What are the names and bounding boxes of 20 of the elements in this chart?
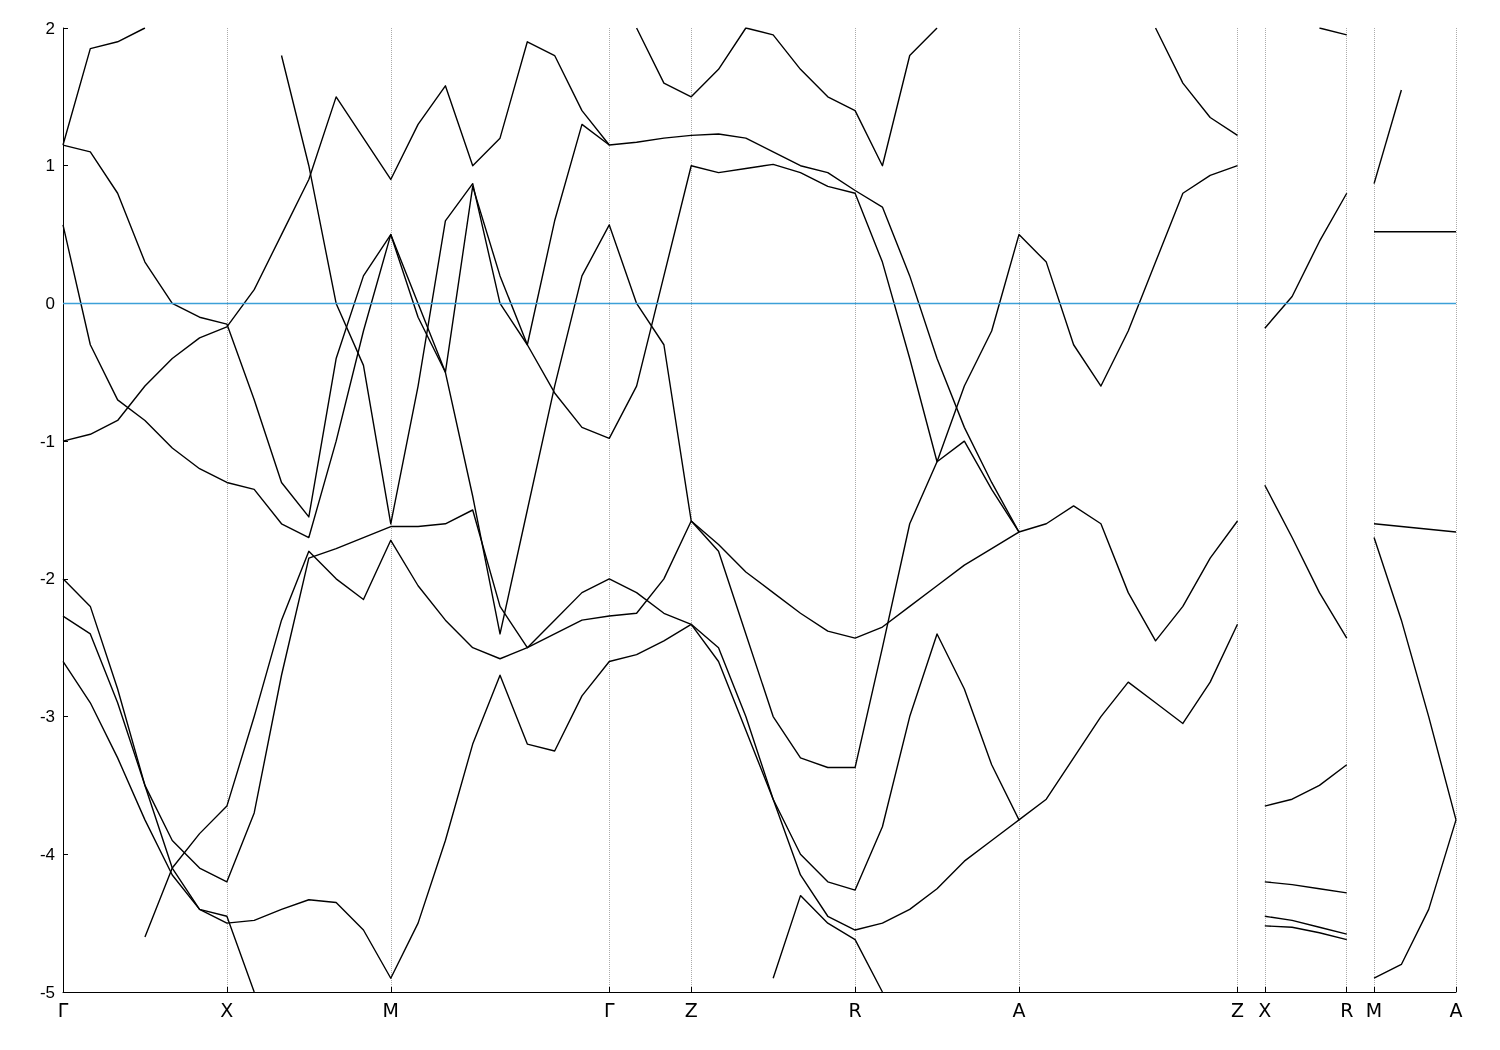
- x-tick-label: Z: [1230, 998, 1245, 1021]
- x-tick-label: X: [1258, 998, 1272, 1021]
- x-tick-label: M: [382, 998, 399, 1021]
- x-tick-label: Γ: [57, 998, 69, 1021]
- x-tick-label: A: [1449, 998, 1463, 1021]
- x-tick-label: Z: [684, 998, 698, 1021]
- y-tick-label: 1: [45, 156, 55, 176]
- y-tick-label: -1: [39, 431, 55, 451]
- x-tick-label: M: [1365, 998, 1383, 1021]
- y-tick-label: -5: [39, 982, 55, 1002]
- y-tick-label: -4: [39, 844, 55, 864]
- x-tick-label: A: [1012, 998, 1026, 1021]
- x-tick-label: R: [848, 998, 862, 1021]
- x-tick-label: Γ: [603, 998, 615, 1021]
- y-tick-label: 2: [45, 18, 55, 38]
- x-tick-label: R: [1340, 998, 1354, 1021]
- y-tick-label: -2: [39, 569, 55, 589]
- y-tick-label: -3: [39, 707, 55, 727]
- y-tick-label: 0: [45, 293, 55, 313]
- x-tick-label: X: [220, 998, 234, 1021]
